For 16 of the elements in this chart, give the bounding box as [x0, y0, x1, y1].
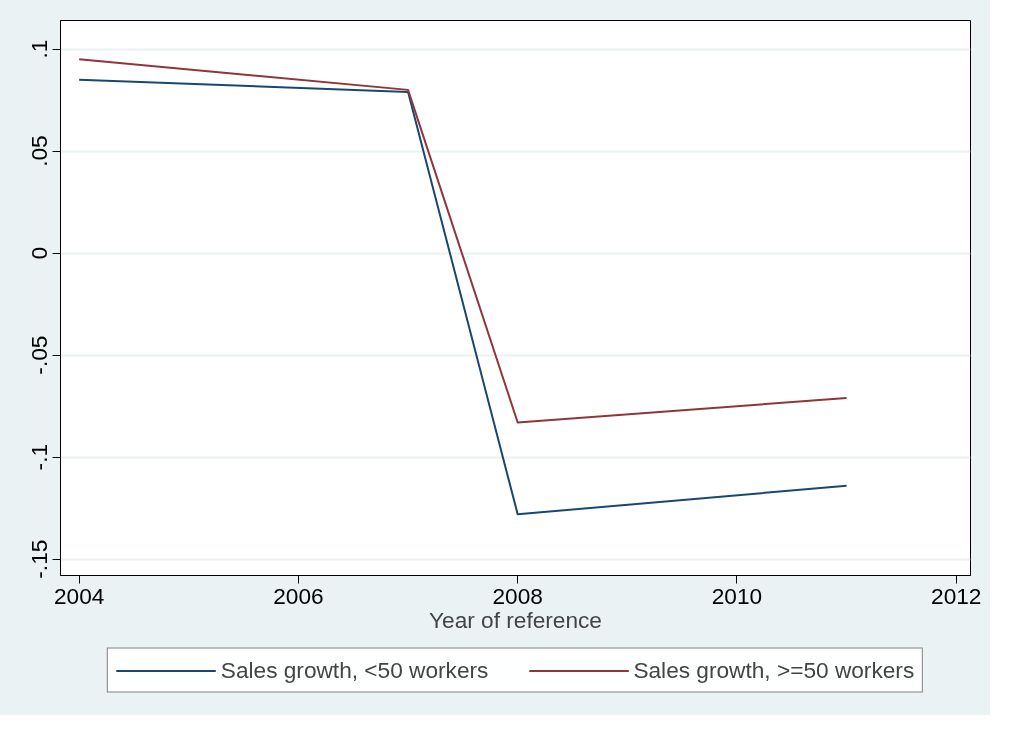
x-axis-title: Year of reference	[429, 606, 602, 633]
x-tick-label: 2004	[53, 582, 105, 609]
line-series	[78, 78, 848, 516]
x-tick-label: 2008	[492, 582, 543, 609]
y-tick-label: -.15	[26, 539, 53, 579]
x-tick-label: 2006	[273, 582, 324, 609]
y-tick-label: .05	[26, 135, 53, 167]
y-tick-label: .1	[26, 39, 53, 59]
y-tick-label: -.05	[26, 335, 53, 375]
y-tick-label: -.1	[26, 443, 53, 471]
line-series	[78, 58, 848, 424]
legend-label: Sales growth, <50 workers	[220, 656, 489, 684]
legend-label: Sales growth, >=50 workers	[633, 656, 915, 684]
y-tick-label: 0	[26, 246, 53, 260]
x-tick-label: 2010	[711, 582, 763, 609]
x-tick-label: 2012	[931, 582, 982, 609]
